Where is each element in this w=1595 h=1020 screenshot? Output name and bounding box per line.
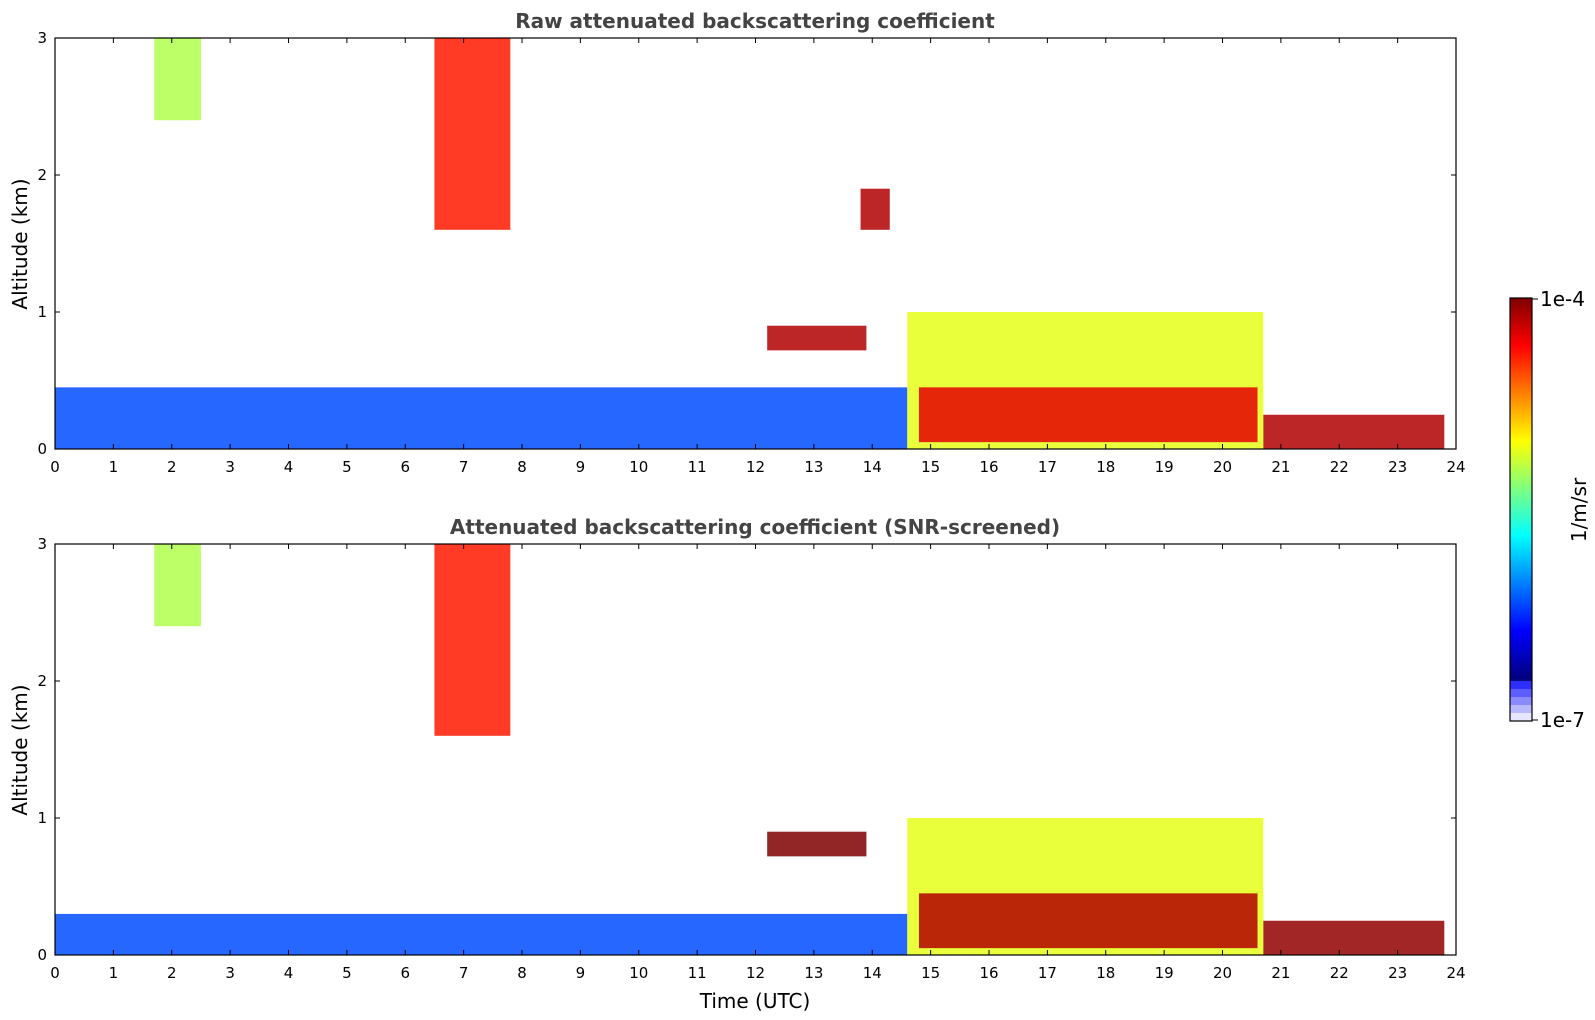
x-tick-label: 5 [342, 964, 352, 982]
x-tick-label: 18 [1096, 964, 1115, 982]
panel-screened-heatmap [55, 544, 1445, 955]
heatmap-region [434, 38, 511, 230]
x-tick-label: 17 [1038, 964, 1057, 982]
x-tick-label: 5 [342, 458, 352, 476]
x-tick-label: 14 [863, 458, 882, 476]
x-tick-label: 0 [50, 458, 60, 476]
x-tick-label: 24 [1446, 458, 1465, 476]
x-tick-label: 20 [1213, 964, 1232, 982]
x-tick-label: 11 [688, 964, 707, 982]
colorbar-shade [1510, 705, 1532, 713]
x-tick-label: 3 [225, 458, 235, 476]
panel-screened-y-axis: 0 1 2 3 [37, 535, 1456, 964]
panel-raw-y-axis: 0 1 2 3 [37, 29, 1456, 458]
colorbar-max-label: 1e-4 [1540, 287, 1585, 311]
heatmap-region [55, 387, 908, 449]
heatmap-region [154, 38, 201, 121]
panel-screened-x-axis: 0 1 2 3 4 5 6 7 8 9 10 11 12 13 14 15 16 17 18 19 20 21 22 23 24 [50, 544, 1466, 982]
x-tick-label: 23 [1388, 458, 1407, 476]
x-tick-label: 0 [50, 964, 60, 982]
x-tick-label: 12 [746, 964, 765, 982]
x-tick-label: 9 [576, 458, 586, 476]
heatmap-region [860, 188, 890, 230]
x-tick-label: 19 [1155, 964, 1174, 982]
x-tick-label: 14 [863, 964, 882, 982]
x-tick-label: 15 [921, 964, 940, 982]
x-tick-label: 15 [921, 458, 940, 476]
panel-screened-ylabel: Altitude (km) [8, 684, 32, 815]
y-tick-label: 3 [37, 29, 47, 47]
x-tick-label: 21 [1271, 964, 1290, 982]
panel-raw-x-axis: 0 1 2 3 4 5 6 7 8 9 10 11 12 13 14 15 16 17 18 19 20 21 22 23 24 [50, 38, 1466, 476]
panel-screened-xlabel: Time (UTC) [699, 989, 811, 1013]
y-tick-label: 1 [37, 303, 47, 321]
colorbar-gradient [1510, 298, 1532, 721]
panel-raw-ylabel: Altitude (km) [8, 178, 32, 309]
colorbar-shade [1510, 689, 1532, 697]
colorbar: 1e-4 1e-7 1/m/sr [1509, 287, 1591, 732]
x-tick-label: 6 [400, 964, 410, 982]
x-tick-label: 13 [804, 458, 823, 476]
x-tick-label: 17 [1038, 458, 1057, 476]
x-tick-label: 7 [459, 458, 469, 476]
x-tick-label: 16 [979, 964, 998, 982]
colorbar-shade [1510, 697, 1532, 705]
x-tick-label: 11 [688, 458, 707, 476]
y-tick-label: 3 [37, 535, 47, 553]
heatmap-region [767, 325, 867, 351]
x-tick-label: 1 [109, 458, 119, 476]
x-tick-label: 8 [517, 964, 527, 982]
panel-screened: Attenuated backscattering coefficient (S… [8, 515, 1466, 1013]
x-tick-label: 19 [1155, 458, 1174, 476]
x-tick-label: 2 [167, 964, 177, 982]
heatmap-region [1263, 414, 1445, 449]
x-tick-label: 3 [225, 964, 235, 982]
x-tick-label: 12 [746, 458, 765, 476]
x-tick-label: 22 [1330, 964, 1349, 982]
y-tick-label: 2 [37, 672, 47, 690]
heatmap-region [918, 893, 1258, 949]
colorbar-unit-label: 1/m/sr [1567, 477, 1591, 542]
x-tick-label: 16 [979, 458, 998, 476]
panel-raw: Raw attenuated backscattering coefficien… [8, 9, 1466, 476]
x-tick-label: 10 [629, 964, 648, 982]
x-tick-label: 24 [1446, 964, 1465, 982]
x-tick-label: 7 [459, 964, 469, 982]
x-tick-label: 8 [517, 458, 527, 476]
y-tick-label: 0 [37, 440, 47, 458]
y-tick-label: 0 [37, 946, 47, 964]
heatmap-region [154, 544, 201, 627]
x-tick-label: 10 [629, 458, 648, 476]
colorbar-shade [1510, 681, 1532, 689]
colorbar-min-label: 1e-7 [1540, 708, 1585, 732]
panel-screened-title: Attenuated backscattering coefficient (S… [450, 515, 1060, 539]
x-tick-label: 1 [109, 964, 119, 982]
y-tick-label: 2 [37, 166, 47, 184]
x-tick-label: 18 [1096, 458, 1115, 476]
x-tick-label: 6 [400, 458, 410, 476]
x-tick-label: 22 [1330, 458, 1349, 476]
heatmap-region [55, 913, 908, 955]
heatmap-region [918, 387, 1258, 443]
x-tick-label: 21 [1271, 458, 1290, 476]
y-tick-label: 1 [37, 809, 47, 827]
x-tick-label: 13 [804, 964, 823, 982]
heatmap-region [434, 544, 511, 736]
panel-raw-heatmap [55, 38, 1445, 449]
heatmap-region [767, 831, 867, 857]
colorbar-shade [1510, 713, 1532, 721]
x-tick-label: 20 [1213, 458, 1232, 476]
x-tick-label: 2 [167, 458, 177, 476]
x-tick-label: 4 [284, 964, 294, 982]
x-tick-label: 23 [1388, 964, 1407, 982]
colorbar-low-shades [1510, 681, 1532, 721]
panel-raw-title: Raw attenuated backscattering coefficien… [515, 9, 995, 33]
x-tick-label: 4 [284, 458, 294, 476]
x-tick-label: 9 [576, 964, 586, 982]
colorbar-frame [1509, 297, 1533, 722]
heatmap-region [1263, 920, 1445, 955]
